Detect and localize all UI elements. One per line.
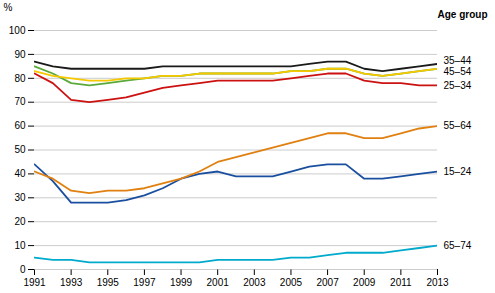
svg-text:2005: 2005 [280, 277, 303, 288]
svg-text:45–54: 45–54 [444, 66, 472, 77]
svg-text:55–64: 55–64 [444, 120, 472, 131]
svg-text:0: 0 [20, 264, 26, 275]
svg-text:2011: 2011 [390, 277, 412, 288]
svg-text:70: 70 [14, 96, 26, 107]
svg-text:Age group: Age group [438, 9, 488, 20]
svg-text:40: 40 [14, 168, 26, 179]
svg-text:1991: 1991 [23, 277, 46, 288]
svg-text:1999: 1999 [170, 277, 193, 288]
svg-text:15–24: 15–24 [444, 166, 472, 177]
svg-text:1995: 1995 [97, 277, 120, 288]
svg-text:2001: 2001 [207, 277, 230, 288]
svg-text:%: % [4, 2, 13, 13]
svg-text:35–44: 35–44 [444, 55, 472, 66]
svg-text:1997: 1997 [133, 277, 156, 288]
svg-text:2003: 2003 [243, 277, 266, 288]
svg-text:90: 90 [14, 49, 26, 60]
svg-text:25–34: 25–34 [444, 80, 472, 91]
svg-text:2007: 2007 [316, 277, 339, 288]
svg-text:10: 10 [14, 240, 26, 251]
svg-text:65–74: 65–74 [444, 240, 472, 251]
svg-text:80: 80 [14, 73, 26, 84]
svg-text:2009: 2009 [353, 277, 376, 288]
svg-text:30: 30 [14, 192, 26, 203]
svg-text:60: 60 [14, 120, 26, 131]
svg-text:1993: 1993 [60, 277, 83, 288]
svg-text:20: 20 [14, 216, 26, 227]
svg-text:50: 50 [14, 144, 26, 155]
svg-text:100: 100 [9, 25, 26, 36]
svg-text:2013: 2013 [426, 277, 449, 288]
